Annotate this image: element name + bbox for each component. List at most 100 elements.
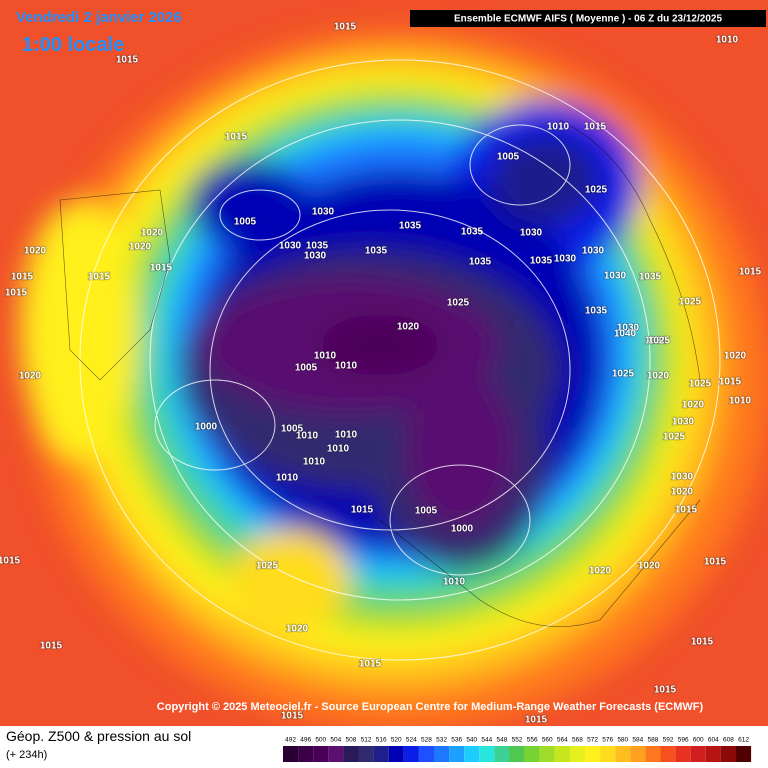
scale-swatch [313,746,329,762]
scale-swatch [298,746,314,762]
coastlines [59,119,701,627]
scale-label: 588 [648,737,659,744]
scale-label: 552 [512,737,523,744]
scale-swatch [449,746,465,762]
scale-label: 608 [723,737,734,744]
isobar-label: 1035 [399,221,422,232]
scale-swatch [585,746,601,762]
isobar-label: 1015 [719,377,742,388]
isobar-label: 1030 [554,254,577,265]
isobar-label: 1035 [639,272,662,283]
scale-swatch [645,746,661,762]
isobar-label: 1010 [547,122,570,133]
scale-label: 596 [678,737,689,744]
isobar-label: 1000 [195,422,218,433]
isobar-label: 1040 [614,329,637,340]
isobar-label: 1020 [286,624,309,635]
isobar-label: 1030 [617,323,640,334]
scale-label: 560 [542,737,553,744]
scale-label: 540 [466,737,477,744]
isobar-label: 1015 [40,641,63,652]
scale-label: 504 [330,737,341,744]
scale-swatch [464,746,480,762]
isobar-label: 1015 [225,132,248,143]
scale-swatch [343,746,359,762]
scale-label: 496 [300,737,311,744]
isobar-label: 1010 [303,457,326,468]
isobar-label: 1010 [327,444,350,455]
footer-title: Géop. Z500 & pression au sol [6,728,191,744]
isobar-label: 1020 [24,246,47,257]
isobar-label: 1015 [11,272,34,283]
isobar-label: 1030 [671,472,694,483]
isobar-label: 1025 [679,297,702,308]
scale-swatch [630,746,646,762]
scale-swatch [373,746,389,762]
isobar-label: 1020 [724,351,747,362]
scale-swatch [328,746,344,762]
isobar-label: 1030 [279,241,302,252]
isobar-label: 1015 [359,659,382,670]
scale-swatch [705,746,721,762]
scale-label: 520 [391,737,402,744]
isobar-label: 1005 [234,217,257,228]
scale-label: 564 [557,737,568,744]
scale-swatch [690,746,706,762]
isobar-label: 1015 [675,505,698,516]
isobar-label: 1025 [663,432,686,443]
isobar-label: 1030 [645,336,668,347]
isobar-label: 1020 [397,322,420,333]
isobar-label: 1020 [19,371,42,382]
scale-label: 536 [451,737,462,744]
scale-label: 548 [497,737,508,744]
scale-label: 556 [527,737,538,744]
scale-label: 500 [315,737,326,744]
copyright: Copyright © 2025 Meteociel.fr - Source E… [157,701,704,713]
isobar-label: 1020 [671,487,694,498]
footer-lead: (+ 234h) [6,749,47,761]
isobar-label: 1010 [716,35,739,46]
isobar-label: 1015 [5,288,28,299]
isobar-label: 1035 [469,257,492,268]
scale-swatch [539,746,555,762]
isobar-label: 1005 [281,424,304,435]
scale-label: 572 [587,737,598,744]
scale-label: 600 [693,737,704,744]
scale-label: 568 [572,737,583,744]
isobar-label: 1015 [0,556,21,567]
isobar-label: 1035 [585,306,608,317]
isobar-label: 1015 [88,272,111,283]
scale-swatch [388,746,404,762]
isobar-label: 1015 [704,557,727,568]
isobar-label: 1010 [443,577,466,588]
isobar-label: 1025 [256,561,279,572]
scale-swatch [418,746,434,762]
scale-swatch [615,746,631,762]
scale-label: 584 [632,737,643,744]
isobar-label: 1035 [461,227,484,238]
model-box [410,10,766,27]
scale-swatch [600,746,616,762]
isobar-label: 1010 [296,431,319,442]
isobar-label: 1015 [739,267,762,278]
scale-label: 508 [346,737,357,744]
scale-label: 492 [285,737,296,744]
scale-label: 592 [663,737,674,744]
isobar-label: 1030 [304,251,327,262]
isobar-label: 1010 [335,361,358,372]
isobar-label: 1020 [647,371,670,382]
scale-label: 524 [406,737,417,744]
isobar-label: 1020 [129,242,152,253]
scale-swatch [434,746,450,762]
scale-swatch [675,746,691,762]
isobar-label: 1010 [335,430,358,441]
isobar-label: 1015 [691,637,714,648]
scale-label: 580 [617,737,628,744]
scale-label: 612 [738,737,749,744]
scale-swatch [479,746,495,762]
isobar-label: 1005 [415,506,438,517]
date: Vendredi 2 janvier 2026 [16,9,182,26]
isobar-label: 1025 [585,185,608,196]
isobar-label: 1005 [295,363,318,374]
isobar-label: 1030 [672,417,695,428]
